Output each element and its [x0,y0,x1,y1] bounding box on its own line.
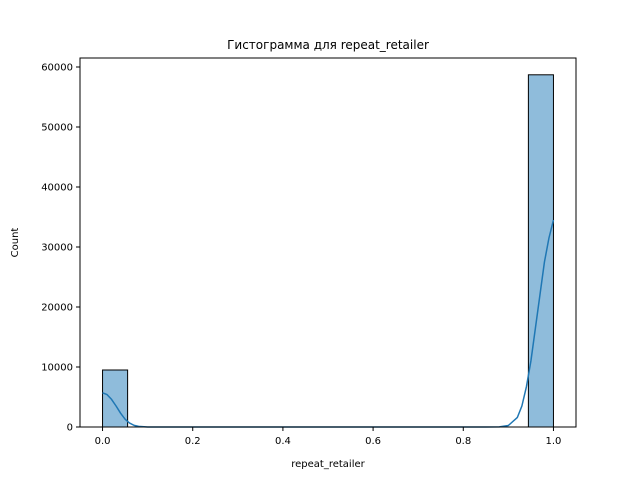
y-tick-label: 20000 [41,303,73,314]
y-tick-label: 30000 [41,243,73,254]
x-tick-label: 0.6 [365,436,381,447]
y-tick-label: 40000 [41,183,73,194]
x-tick-label: 1.0 [546,436,562,447]
y-tick-label: 50000 [41,123,73,134]
y-tick-label: 60000 [41,63,73,74]
x-tick-label: 0.4 [275,436,291,447]
x-ticks: 0.0 0.2 0.4 0.6 0.8 1.0 [95,427,562,447]
x-tick-label: 0.8 [455,436,471,447]
y-ticks: 0 10000 20000 30000 40000 50000 60000 [41,63,80,434]
axes-frame [79,57,577,428]
chart-title: Гистограмма для repeat_retailer [227,38,429,52]
y-tick-label: 0 [67,423,73,434]
x-axis-label: repeat_retailer [291,459,365,470]
histogram-bar-1 [527,74,554,428]
y-axis-label: Count [10,228,21,258]
x-tick-label: 0.2 [185,436,201,447]
y-tick-label: 10000 [41,363,73,374]
x-tick-label: 0.0 [95,436,111,447]
bars-layer [102,74,554,428]
